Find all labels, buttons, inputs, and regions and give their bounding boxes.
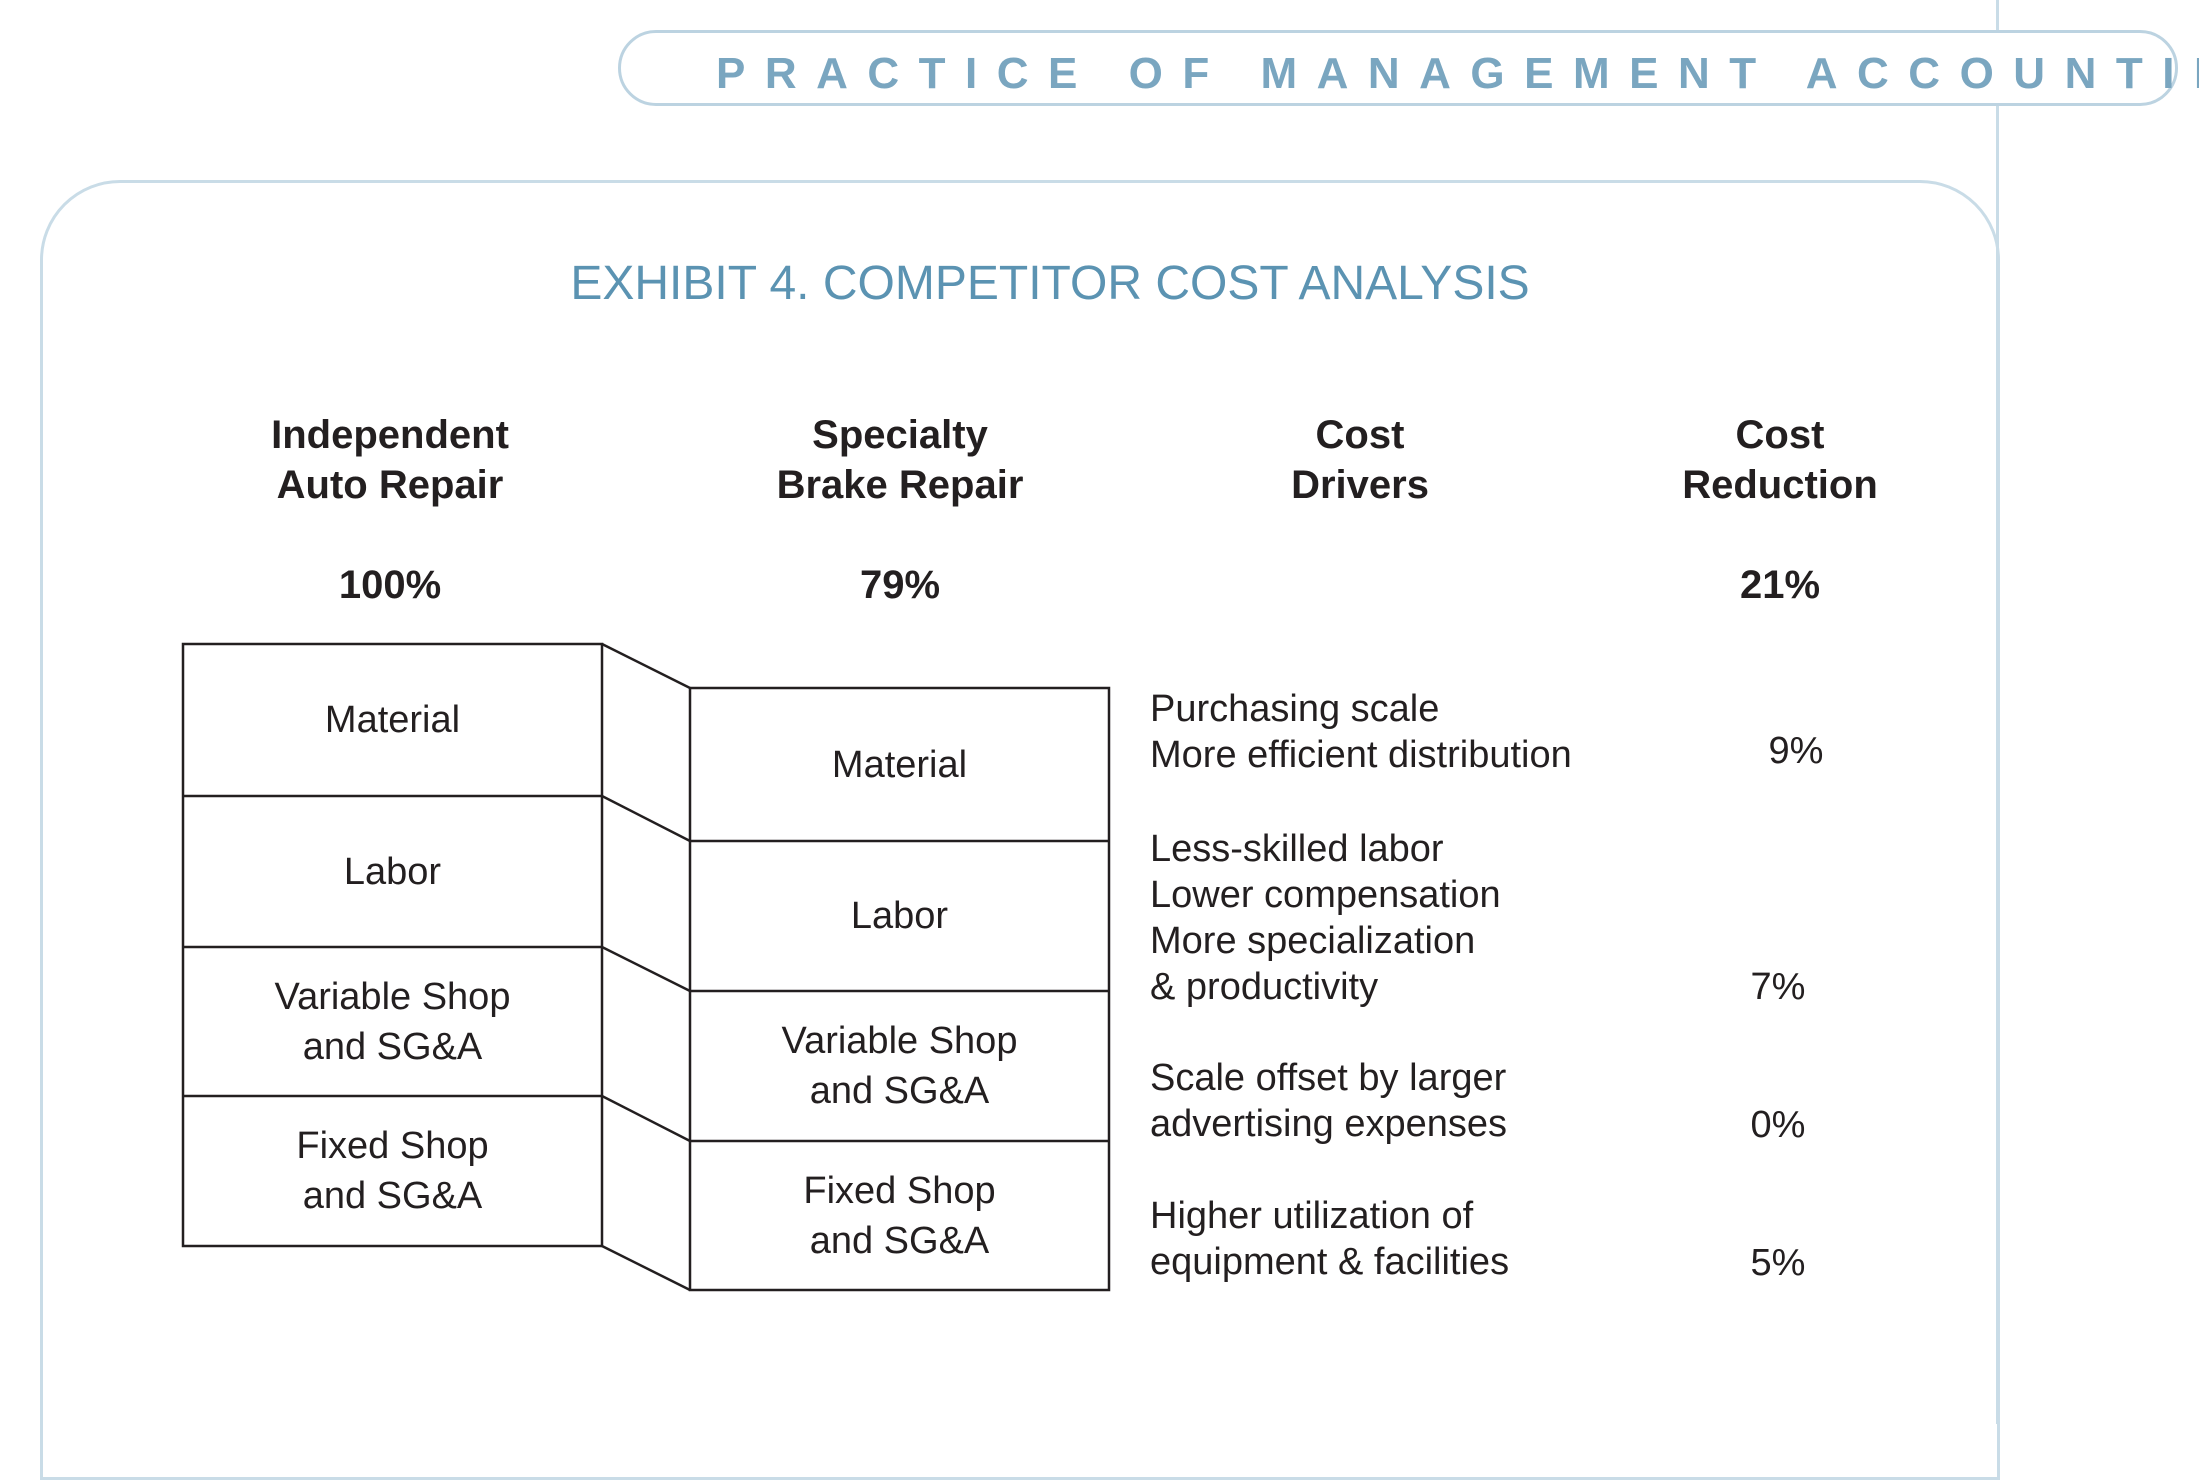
- specialty-segment-material: Material: [831, 743, 968, 786]
- column-heading-drivers: Cost Drivers: [1160, 410, 1560, 510]
- column-heading-reduction-line2: Reduction: [1682, 463, 1878, 507]
- connector-3: [601, 1094, 691, 1143]
- running-header-pill: [618, 30, 2178, 106]
- reduction-fixed: 5%: [1750, 1242, 1806, 1284]
- column-heading-specialty: Specialty Brake Repair: [700, 410, 1100, 510]
- independent-segment-variable: Variable Shop and SG&A: [274, 975, 511, 1068]
- column-heading-reduction-line1: Cost: [1735, 413, 1825, 457]
- column-heading-independent-line1: Independent: [271, 413, 509, 457]
- driver-material: Purchasing scale More efficient distribu…: [1150, 688, 1572, 776]
- specialty-segment-fixed: Fixed Shop and SG&A: [803, 1169, 996, 1262]
- reduction-material: 9%: [1768, 730, 1824, 772]
- driver-variable: Scale offset by larger advertising expen…: [1150, 1057, 1507, 1145]
- column-heading-reduction: Cost Reduction: [1580, 410, 1980, 510]
- total-reduction: 21%: [1739, 563, 1821, 607]
- reduction-variable: 0%: [1750, 1104, 1806, 1146]
- total-independent: 100%: [338, 563, 442, 607]
- specialty-segment-variable: Variable Shop and SG&A: [781, 1020, 1018, 1112]
- specialty-stack-outline: [688, 686, 1111, 1292]
- column-heading-independent: Independent Auto Repair: [190, 410, 590, 510]
- independent-segment-material: Material: [324, 699, 461, 741]
- independent-segment-labor: Labor: [343, 850, 442, 893]
- driver-labor: Less-skilled labor Lower compensation Mo…: [1150, 828, 1501, 1008]
- independent-stack-outline: [181, 642, 604, 1248]
- column-heading-independent-line2: Auto Repair: [276, 463, 504, 507]
- connector-1: [601, 794, 691, 843]
- total-specialty: 79%: [859, 563, 941, 607]
- connector-2: [601, 945, 691, 993]
- column-heading-specialty-line1: Specialty: [812, 413, 988, 457]
- exhibit-title: EXHIBIT 4. COMPETITOR COST ANALYSIS: [570, 257, 1530, 310]
- column-heading-drivers-line1: Cost: [1315, 413, 1405, 457]
- specialty-segment-labor: Labor: [850, 895, 949, 937]
- running-header-title: PRACTICE OF MANAGEMENT ACCOUNTING: [716, 49, 2199, 98]
- independent-segment-fixed: Fixed Shop and SG&A: [296, 1125, 489, 1217]
- connector-bottom: [601, 1244, 691, 1292]
- connector-top: [601, 642, 691, 690]
- cost-stack-diagram: [181, 642, 1111, 1292]
- column-heading-specialty-line2: Brake Repair: [776, 463, 1024, 507]
- reduction-labor: 7%: [1750, 966, 1806, 1008]
- column-heading-drivers-line2: Drivers: [1291, 463, 1429, 507]
- driver-fixed: Higher utilization of equipment & facili…: [1150, 1195, 1510, 1283]
